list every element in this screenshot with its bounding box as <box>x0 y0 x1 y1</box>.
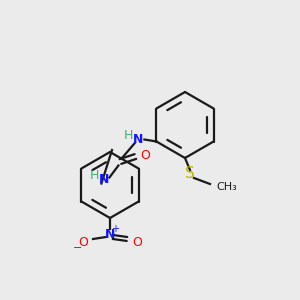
Text: N: N <box>99 173 110 186</box>
Text: O: O <box>132 236 142 248</box>
Text: −: − <box>73 243 83 253</box>
Text: S: S <box>185 167 195 182</box>
Text: CH₃: CH₃ <box>216 182 237 192</box>
Text: N: N <box>105 227 115 241</box>
Text: N: N <box>133 133 144 146</box>
Text: +: + <box>111 224 119 234</box>
Text: O: O <box>78 236 88 248</box>
Text: H: H <box>124 129 133 142</box>
Text: H: H <box>90 169 99 182</box>
Text: O: O <box>140 149 150 162</box>
